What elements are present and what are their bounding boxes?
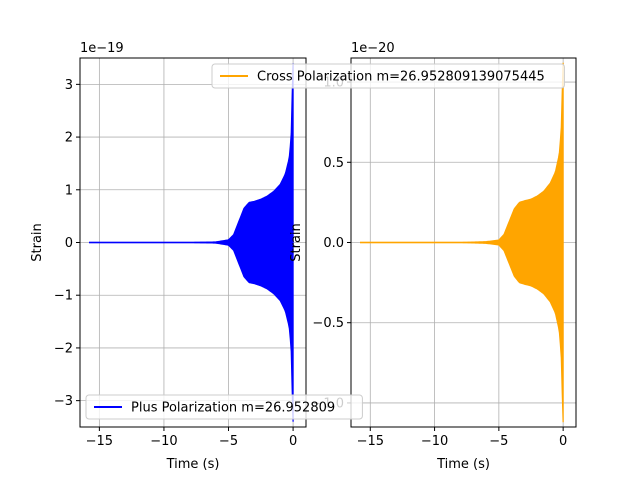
x-tick-label: −15 (86, 434, 113, 449)
x-tick-label: −10 (421, 434, 448, 449)
x-tick-label: 0 (289, 434, 297, 449)
y-tick-label: 2 (65, 131, 73, 146)
legend-box (85, 394, 363, 420)
y-tick-label: 3 (65, 78, 73, 93)
y-tick-label: 1 (65, 183, 73, 198)
y-tick-label: 0.0 (323, 236, 344, 251)
y-axis-label: Strain (30, 223, 45, 262)
legend-label: Plus Polarization m=26.952809 (131, 401, 335, 416)
y-offset-text: 1e−19 (80, 41, 124, 56)
y-tick-label: 0.5 (323, 156, 344, 171)
y-tick-label: −3 (54, 394, 73, 409)
y-tick-label: −0.5 (312, 316, 344, 331)
legend-2: Cross Polarization m=26.952809139075445 (211, 63, 565, 89)
legend-1: Plus Polarization m=26.952809 (85, 394, 363, 420)
x-tick-label: 0 (559, 434, 567, 449)
y-tick-label: −1 (54, 289, 73, 304)
y-offset-text: 1e−20 (351, 41, 395, 56)
y-tick-label: 0 (65, 236, 73, 251)
x-axis-label: Time (s) (436, 457, 490, 472)
x-tick-label: −5 (219, 434, 238, 449)
x-tick-label: −15 (357, 434, 384, 449)
legend-box (211, 63, 565, 89)
x-axis-label: Time (s) (166, 457, 220, 472)
y-axis-label: Strain (289, 223, 304, 262)
y-tick-label: −2 (54, 341, 73, 356)
x-tick-label: −5 (489, 434, 508, 449)
x-tick-label: −10 (150, 434, 177, 449)
legend-label: Cross Polarization m=26.952809139075445 (257, 70, 545, 85)
